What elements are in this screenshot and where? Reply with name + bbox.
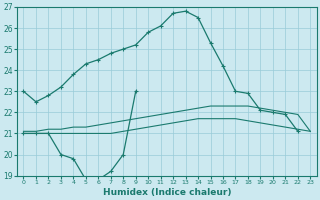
X-axis label: Humidex (Indice chaleur): Humidex (Indice chaleur) bbox=[103, 188, 231, 197]
